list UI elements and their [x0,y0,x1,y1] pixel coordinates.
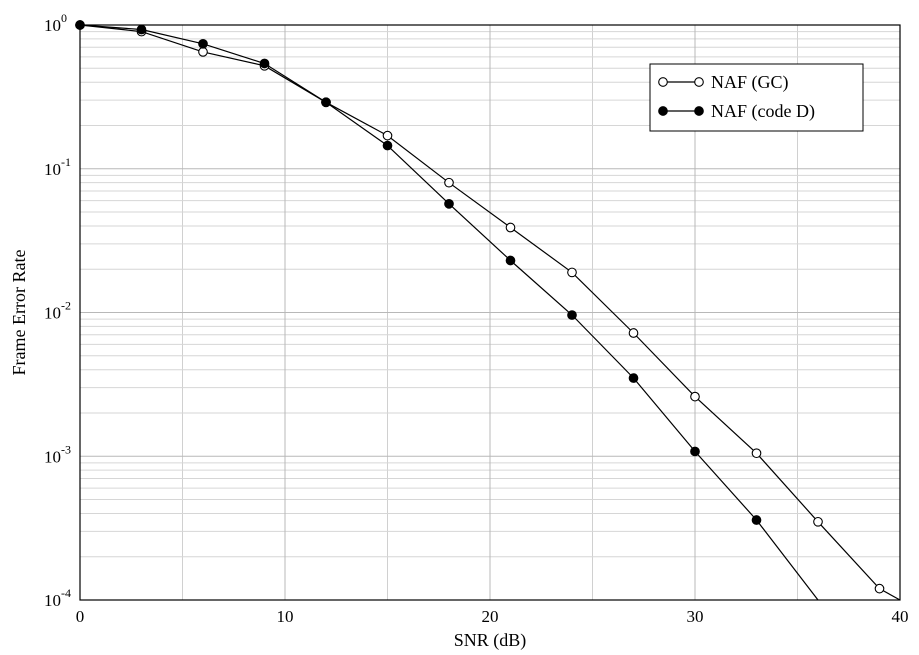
legend-label: NAF (code D) [711,101,815,122]
series-2 [75,20,819,601]
plot-frame [79,24,901,601]
x-tick-label: 0 [76,607,85,626]
y-tick-label: 10-3 [44,442,71,466]
y-tick-label: 10-2 [44,299,71,323]
data-point [259,58,270,69]
data-point [505,222,516,233]
y-tick-label: 10-1 [44,155,71,179]
x-tick-labels: 0 10 20 30 40 [76,607,909,626]
x-tick-label: 40 [892,607,909,626]
legend-marker [658,77,668,87]
data-point [505,255,516,266]
data-point [567,267,577,278]
data-point [690,446,700,457]
legend-item: NAF (code D) [658,101,815,122]
data-point [198,38,208,49]
data-point [382,130,393,141]
data-point [751,515,762,525]
series-layer [75,20,901,601]
legend-box [649,63,864,132]
y-axis-label: Frame Error Rate [9,250,29,376]
data-point [198,47,208,57]
x-axis-label: SNR (dB) [454,630,527,651]
major-gridlines [80,25,900,600]
data-point [628,373,639,383]
legend: NAF (GC) NAF (code D) [649,63,864,132]
data-point [690,391,700,402]
data-point [751,448,762,459]
data-point [382,140,393,151]
y-tick-label: 10-4 [44,586,71,610]
x-tick-label: 10 [277,607,294,626]
data-point [321,97,331,108]
y-tick-labels: 100 10-1 10-2 10-3 10-4 [44,11,71,610]
data-point [874,583,885,594]
legend-marker [694,77,704,87]
data-point [813,516,823,527]
data-point [444,198,454,209]
x-tick-label: 20 [482,607,499,626]
data-point [136,24,147,35]
legend-label: NAF (GC) [711,72,789,93]
x-tick-label: 30 [687,607,704,626]
legend-marker [658,106,668,116]
data-point [628,328,639,338]
legend-marker [694,106,704,116]
y-tick-label: 100 [44,11,67,35]
data-point [567,310,577,320]
legend-item: NAF (GC) [658,72,789,93]
data-point [444,177,454,188]
